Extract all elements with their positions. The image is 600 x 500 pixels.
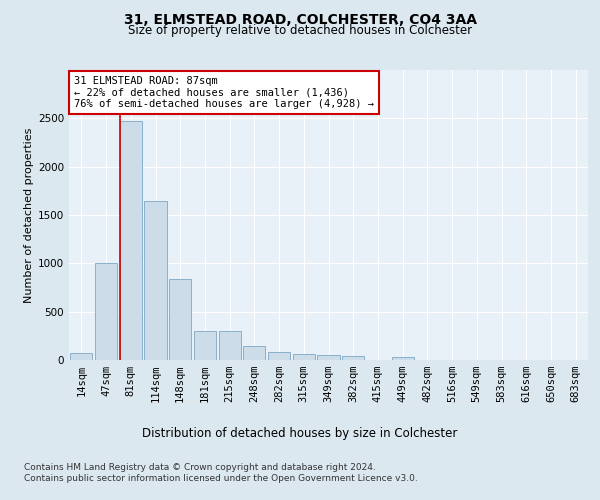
Y-axis label: Number of detached properties: Number of detached properties	[24, 128, 34, 302]
Bar	[342, 356, 364, 360]
Bar	[218, 331, 241, 360]
Text: Distribution of detached houses by size in Colchester: Distribution of detached houses by size …	[142, 428, 458, 440]
Bar	[145, 200, 167, 360]
Bar	[119, 121, 142, 360]
Bar	[194, 331, 216, 360]
Bar	[70, 353, 92, 360]
Text: 31 ELMSTEAD ROAD: 87sqm
← 22% of detached houses are smaller (1,436)
76% of semi: 31 ELMSTEAD ROAD: 87sqm ← 22% of detache…	[74, 76, 374, 109]
Bar	[392, 357, 414, 360]
Text: Size of property relative to detached houses in Colchester: Size of property relative to detached ho…	[128, 24, 472, 37]
Text: 31, ELMSTEAD ROAD, COLCHESTER, CO4 3AA: 31, ELMSTEAD ROAD, COLCHESTER, CO4 3AA	[124, 12, 476, 26]
Bar	[169, 279, 191, 360]
Text: Contains HM Land Registry data © Crown copyright and database right 2024.: Contains HM Land Registry data © Crown c…	[24, 462, 376, 471]
Bar	[293, 354, 315, 360]
Bar	[317, 354, 340, 360]
Text: Contains public sector information licensed under the Open Government Licence v3: Contains public sector information licen…	[24, 474, 418, 483]
Bar	[243, 346, 265, 360]
Bar	[268, 352, 290, 360]
Bar	[95, 264, 117, 360]
